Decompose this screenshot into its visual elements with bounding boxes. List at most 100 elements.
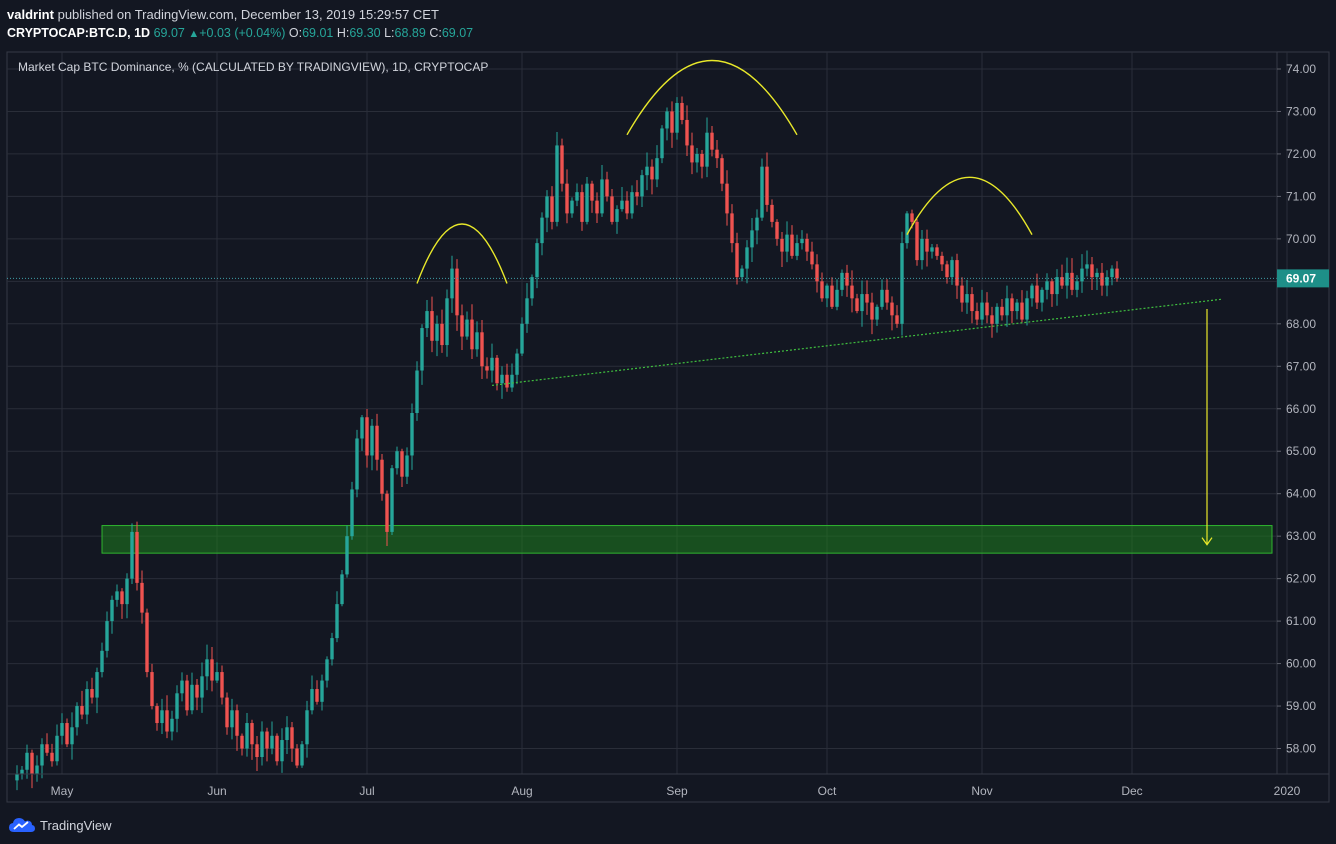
candle-body <box>840 272 844 290</box>
candle-body <box>105 621 109 651</box>
tradingview-logo[interactable]: TradingView <box>8 816 112 834</box>
current-price-badge <box>1277 269 1329 288</box>
candle-body <box>540 217 544 244</box>
candle-body <box>570 200 574 214</box>
candle-body <box>885 289 889 303</box>
candle-body <box>470 319 474 350</box>
candle-body <box>455 268 459 316</box>
candle-body <box>985 302 989 316</box>
candle-body <box>865 294 869 303</box>
candle-body <box>1010 298 1014 312</box>
publisher-name[interactable]: valdrint <box>7 7 54 22</box>
candle-body <box>715 149 719 159</box>
candle-body <box>850 285 854 299</box>
candle-body <box>1075 281 1079 290</box>
candle-body <box>390 468 394 532</box>
chart-canvas[interactable]: 58.00 59.00 60.00 61.00 62.00 63.00 64.00 65.00… <box>0 48 1336 806</box>
candle-body <box>430 311 434 341</box>
high-value: 69.30 <box>349 26 381 40</box>
symbol-name[interactable]: CRYPTOCAP:BTC.D, 1D <box>7 26 151 40</box>
candle-body <box>370 425 374 456</box>
candle-body <box>150 672 154 707</box>
price-tick-label: 71.00 <box>1286 189 1316 203</box>
candle-body <box>350 489 354 537</box>
candle-body <box>1015 302 1019 312</box>
candle-body <box>1070 272 1074 290</box>
time-tick-label: Nov <box>971 784 992 798</box>
candle-body <box>50 752 54 762</box>
candle-body <box>405 455 409 477</box>
candle-body <box>485 366 489 371</box>
candle-body <box>995 306 999 324</box>
candle-body <box>630 192 634 214</box>
candle-body <box>1090 264 1094 278</box>
candle-body <box>440 323 444 346</box>
chart-border <box>6 51 1330 803</box>
candle-body <box>1095 272 1099 278</box>
candle-body <box>250 723 254 745</box>
candle-body <box>395 451 399 469</box>
candle-body <box>645 166 649 176</box>
symbol-info: CRYPTOCAP:BTC.D, 1D 69.07 ▲+0.03 (+0.04%… <box>7 26 473 40</box>
candle-body <box>495 357 499 384</box>
price-tick-label: 63.00 <box>1286 529 1316 543</box>
candle-body <box>1100 272 1104 286</box>
candle-body <box>925 238 929 252</box>
candle-body <box>1080 268 1084 282</box>
candle-body <box>785 234 789 252</box>
chart-header: valdrint published on TradingView.com, D… <box>0 0 1336 48</box>
candle-body <box>205 659 209 677</box>
candle-body <box>170 718 174 732</box>
candle-body <box>130 531 134 579</box>
candle-body <box>1085 264 1089 269</box>
candle-body <box>975 311 979 320</box>
candle-body <box>480 332 484 367</box>
left-shoulder-arc <box>416 223 508 284</box>
candle-body <box>650 166 654 180</box>
candle-body <box>1110 268 1114 278</box>
candle-body <box>595 200 599 214</box>
candle-body <box>365 417 369 456</box>
price-change: +0.03 (+0.04%) <box>199 26 286 40</box>
candle-body <box>890 302 894 316</box>
candle-body <box>640 175 644 197</box>
candle-body <box>720 158 724 184</box>
price-tick-label: 60.00 <box>1286 657 1316 671</box>
candle-body <box>905 213 909 244</box>
candle-body <box>310 689 314 711</box>
low-value: 68.89 <box>394 26 426 40</box>
candle-body <box>260 731 264 758</box>
close-label: C: <box>429 26 442 40</box>
tradingview-cloud-icon <box>9 818 35 832</box>
open-value: 69.01 <box>302 26 334 40</box>
price-axis[interactable]: 58.00 59.00 60.00 61.00 62.00 63.00 64.00 65.00… <box>1277 62 1329 756</box>
candle-body <box>335 604 339 639</box>
candle-body <box>1005 298 1009 316</box>
candle-body <box>415 370 419 413</box>
candle-body <box>80 706 84 715</box>
candle-body <box>760 166 764 218</box>
candle-body <box>605 179 609 197</box>
candle-body <box>625 200 629 214</box>
candle-body <box>95 672 99 698</box>
candle-body <box>740 268 744 278</box>
candle-body <box>125 578 129 605</box>
candle-body <box>945 264 949 278</box>
candle-body <box>40 744 44 766</box>
candle-body <box>1020 302 1024 320</box>
time-tick-label: Sep <box>666 784 688 798</box>
candle-body <box>300 744 304 766</box>
candle-body <box>270 735 274 749</box>
last-price: 69.07 <box>153 26 185 40</box>
candle-body <box>410 413 414 456</box>
time-axis[interactable]: May Jun Jul Aug Sep Oct Nov Dec 2020 <box>51 784 1301 798</box>
candle-body <box>320 680 324 702</box>
time-tick-label: 2020 <box>1274 784 1301 798</box>
candle-body <box>580 192 584 222</box>
candle-body <box>65 723 69 745</box>
candle-body <box>115 591 119 600</box>
candle-body <box>565 183 569 214</box>
candle-body <box>1030 285 1034 299</box>
candle-body <box>915 221 919 261</box>
candle-body <box>355 438 359 490</box>
